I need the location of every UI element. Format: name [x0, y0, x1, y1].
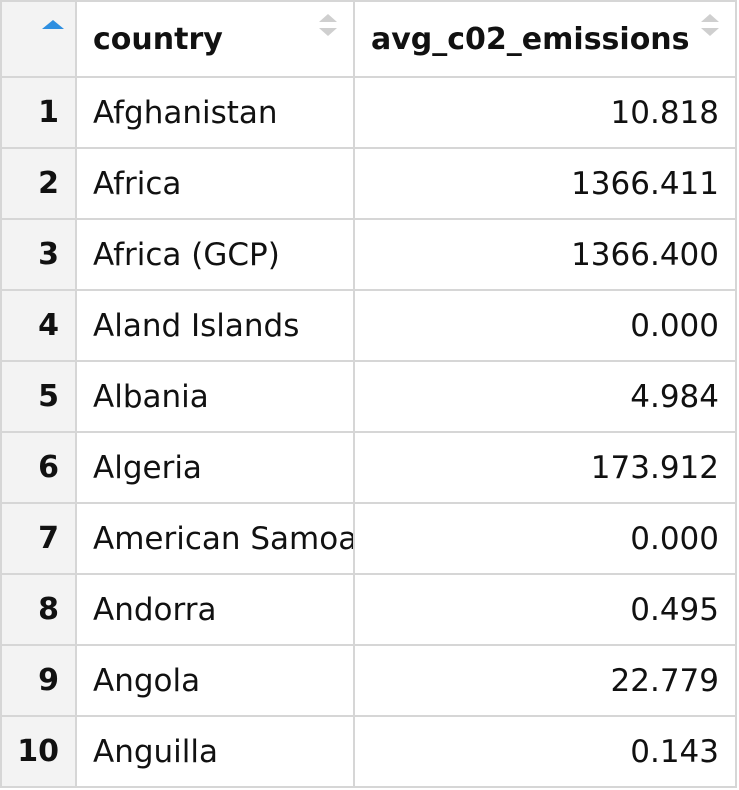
avg-co2-emissions-column-label: avg_c02_emissions: [371, 21, 690, 57]
row-index: 3: [0, 218, 77, 291]
table-row[interactable]: 7 American Samoa 0.000: [0, 502, 737, 575]
table-row[interactable]: 9 Angola 22.779: [0, 644, 737, 717]
emissions-cell: 0.000: [353, 289, 737, 362]
country-column-header[interactable]: country: [75, 0, 355, 78]
country-cell: Albania: [75, 360, 355, 433]
row-index: 7: [0, 502, 77, 575]
row-index: 9: [0, 644, 77, 717]
emissions-cell: 0.495: [353, 573, 737, 646]
emissions-cell: 0.000: [353, 502, 737, 575]
sort-icon[interactable]: [317, 12, 339, 42]
country-cell: Andorra: [75, 573, 355, 646]
country-cell: Algeria: [75, 431, 355, 504]
row-index: 6: [0, 431, 77, 504]
country-column-label: country: [93, 21, 223, 57]
emissions-cell: 1366.411: [353, 147, 737, 220]
country-cell: Anguilla: [75, 715, 355, 788]
emissions-cell: 4.984: [353, 360, 737, 433]
row-index: 10: [0, 715, 77, 788]
emissions-cell: 0.143: [353, 715, 737, 788]
row-index: 8: [0, 573, 77, 646]
emissions-cell: 173.912: [353, 431, 737, 504]
avg-co2-emissions-column-header[interactable]: avg_c02_emissions: [353, 0, 737, 78]
sort-ascending-icon[interactable]: [42, 20, 64, 29]
table-header-row: country avg_c02_emissions: [0, 0, 737, 78]
table-row[interactable]: 5 Albania 4.984: [0, 360, 737, 433]
emissions-cell: 22.779: [353, 644, 737, 717]
table-row[interactable]: 10 Anguilla 0.143: [0, 715, 737, 788]
table-row[interactable]: 4 Aland Islands 0.000: [0, 289, 737, 362]
country-cell: Africa (GCP): [75, 218, 355, 291]
table-row[interactable]: 6 Algeria 173.912: [0, 431, 737, 504]
country-cell: Aland Islands: [75, 289, 355, 362]
row-index: 1: [0, 76, 77, 149]
table-row[interactable]: 8 Andorra 0.495: [0, 573, 737, 646]
country-cell: American Samoa: [75, 502, 355, 575]
table-row[interactable]: 3 Africa (GCP) 1366.400: [0, 218, 737, 291]
emissions-cell: 1366.400: [353, 218, 737, 291]
table-row[interactable]: 1 Afghanistan 10.818: [0, 76, 737, 149]
row-index: 4: [0, 289, 77, 362]
country-cell: Angola: [75, 644, 355, 717]
index-column-header[interactable]: [0, 0, 77, 78]
sort-icon[interactable]: [699, 12, 721, 42]
country-cell: Africa: [75, 147, 355, 220]
country-cell: Afghanistan: [75, 76, 355, 149]
row-index: 5: [0, 360, 77, 433]
row-index: 2: [0, 147, 77, 220]
emissions-cell: 10.818: [353, 76, 737, 149]
table-row[interactable]: 2 Africa 1366.411: [0, 147, 737, 220]
